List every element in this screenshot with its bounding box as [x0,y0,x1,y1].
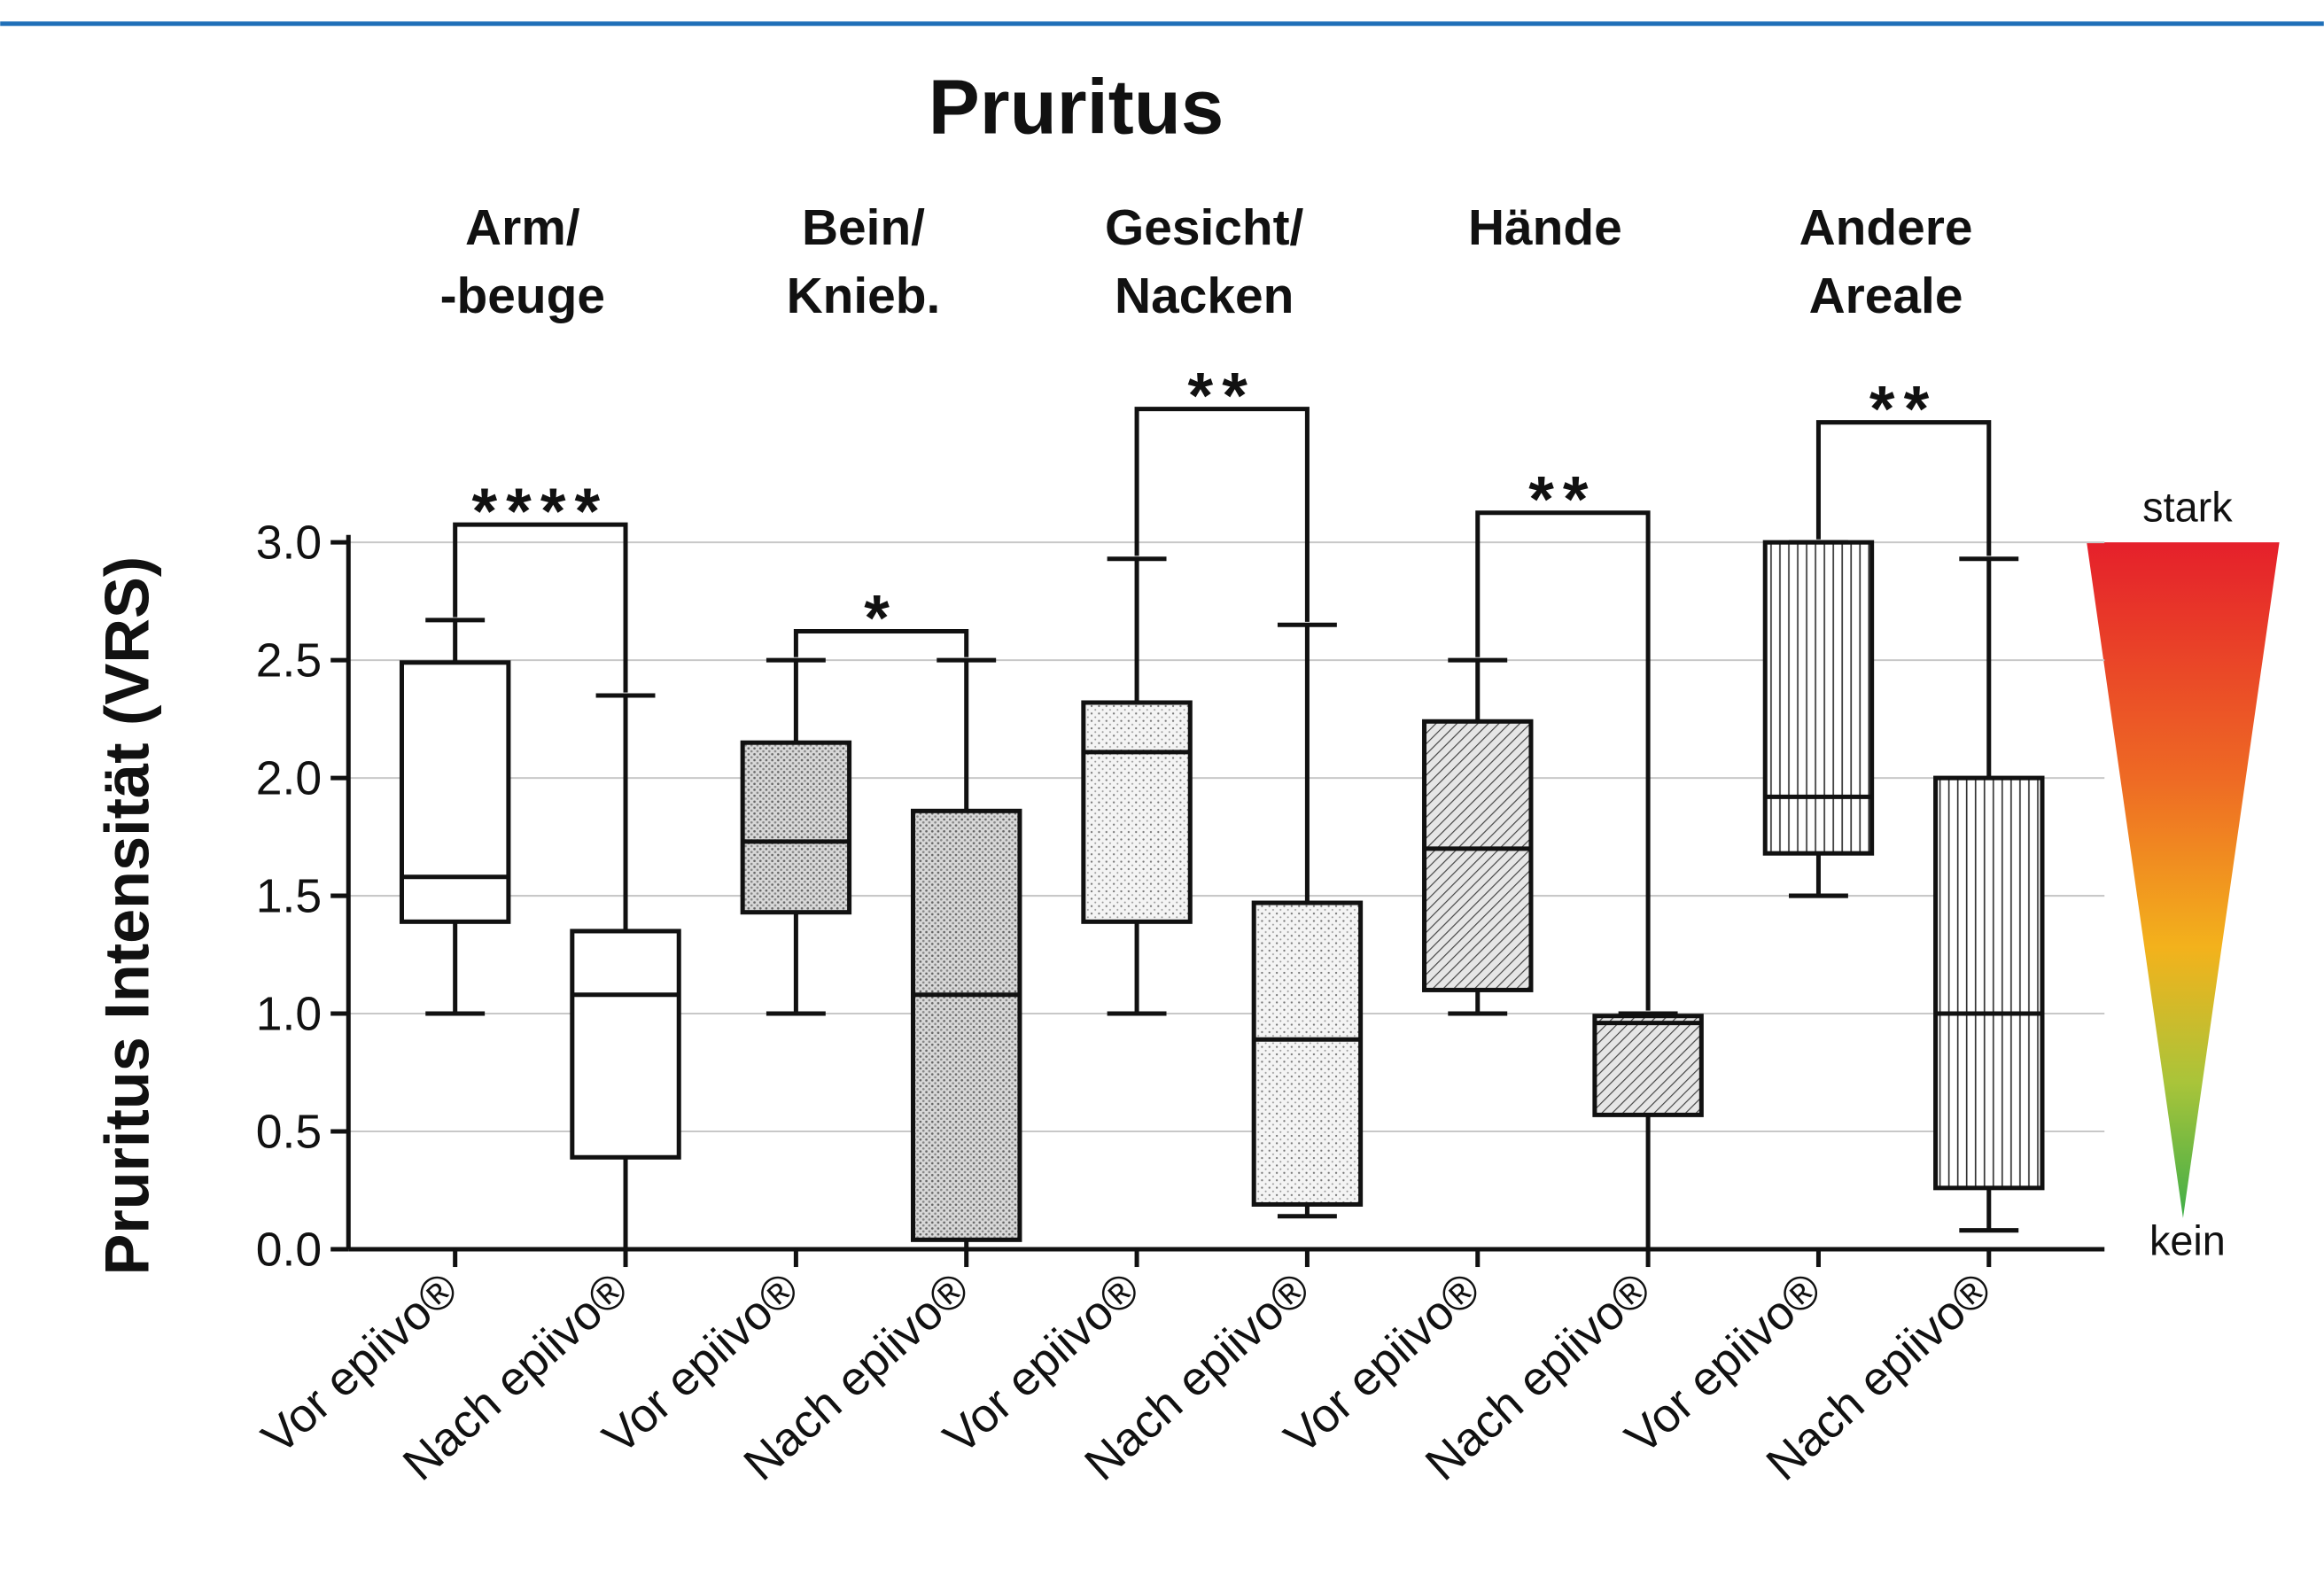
scale-label: stark [2142,485,2233,531]
significance-label: ** [1528,462,1597,536]
box [1422,719,1534,992]
chart-title: Pruritus [929,65,1224,151]
box [1933,775,2045,1191]
group-label: Nacken [1115,268,1294,324]
group-label: Knieb. [787,268,941,324]
scale-label: kein [2149,1218,2226,1264]
y-tick-label: 1.5 [256,870,322,922]
significance-bracket [793,629,969,657]
significance-label: **** [472,474,610,548]
y-tick-label: 0.0 [256,1224,322,1276]
box [570,929,681,1160]
significance-label: ** [1869,372,1938,446]
significance-bracket [1815,420,1992,556]
y-tick-label: 2.0 [256,752,322,804]
y-tick-label: 3.0 [256,517,322,570]
group-label: Hände [1468,200,1622,256]
box [399,660,511,924]
y-axis-label: Pruritus Intensität (VRS) [91,556,161,1276]
group-label: Arm/ [465,200,580,256]
box [1762,540,1875,856]
group-label: -beuge [440,268,605,324]
group-label: Bein/ [802,200,925,256]
significance-label: * [864,581,898,655]
box [911,808,1022,1242]
significance-bracket [1475,510,1651,1011]
significance-label: ** [1188,359,1256,432]
box [1592,1014,1704,1117]
significance-bracket [453,522,628,693]
y-tick-label: 2.5 [256,635,322,688]
y-tick-label: 1.0 [256,988,322,1040]
box [1251,900,1364,1207]
significance-bracket [1134,407,1310,622]
intensity-scale [2087,542,2280,1218]
box [740,740,852,915]
group-label: Gesicht/ [1105,200,1304,256]
y-tick-label: 0.5 [256,1106,322,1158]
group-label: Areale [1809,268,1963,324]
box [1081,700,1193,924]
group-label: Andere [1799,200,1973,256]
